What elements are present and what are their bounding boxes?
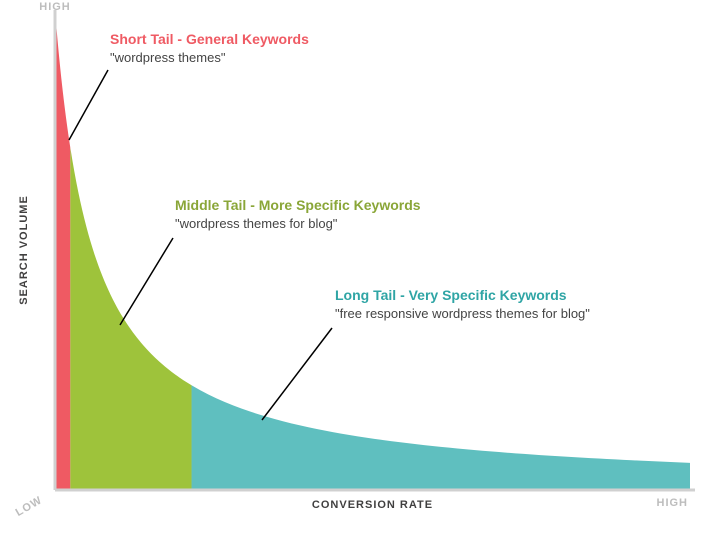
short-callout-subtitle: "wordpress themes"	[110, 50, 226, 65]
x-axis-high-marker: HIGH	[657, 497, 689, 509]
keyword-tail-chart: HIGH LOW HIGH SEARCH VOLUME CONVERSION RATE S…	[0, 0, 720, 540]
y-axis-low-marker: LOW	[14, 494, 45, 519]
long-tail-area	[192, 385, 690, 490]
y-axis-label: SEARCH VOLUME	[18, 195, 30, 305]
middle-callout-title: Middle Tail - More Specific Keywords	[175, 197, 421, 213]
short-callout-line	[69, 70, 108, 140]
long-callout-subtitle: "free responsive wordpress themes for bl…	[335, 306, 590, 321]
middle-tail-area	[70, 147, 191, 490]
middle-callout-subtitle: "wordpress themes for blog"	[175, 216, 338, 231]
y-axis-high-marker: HIGH	[39, 1, 71, 13]
chart-container: HIGH LOW HIGH SEARCH VOLUME CONVERSION RATE S…	[0, 0, 720, 540]
long-callout-title: Long Tail - Very Specific Keywords	[335, 287, 567, 303]
x-axis-label: CONVERSION RATE	[312, 499, 433, 511]
middle-callout-line	[120, 238, 173, 325]
long-callout-line	[262, 328, 332, 420]
short-tail-area	[55, 10, 70, 490]
short-callout-title: Short Tail - General Keywords	[110, 31, 309, 47]
